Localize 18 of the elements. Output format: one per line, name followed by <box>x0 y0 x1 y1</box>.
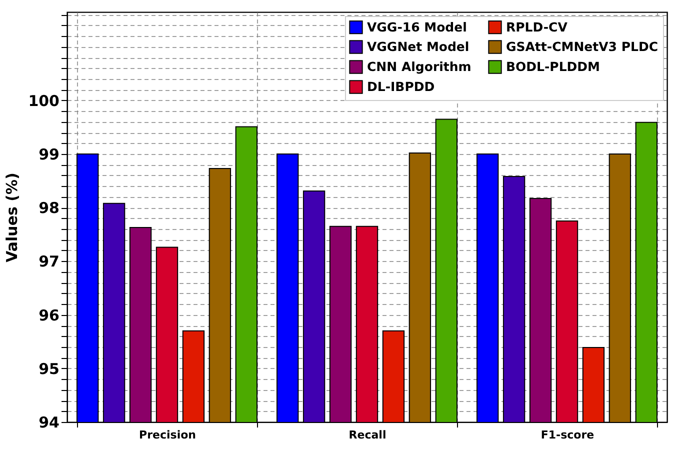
legend-label: VGG-16 Model <box>367 19 467 34</box>
legend-label: DL-IBPDD <box>367 79 435 94</box>
legend-label: RPLD-CV <box>506 19 568 34</box>
x-tick-label: Precision <box>139 428 196 442</box>
legend-label: BODL-PLDDM <box>506 59 600 74</box>
x-tick-label: Recall <box>348 428 386 442</box>
y-tick-label: 99 <box>38 146 60 164</box>
x-tick-label: F1-score <box>540 428 594 442</box>
y-tick-label: 94 <box>38 414 60 432</box>
y-tick-label: 97 <box>38 252 60 271</box>
y-axis-title: Values (%) <box>3 172 22 262</box>
legend-label: VGGNet Model <box>367 39 470 54</box>
legend-label: CNN Algorithm <box>367 59 472 74</box>
y-tick-label: 96 <box>38 306 60 324</box>
y-tick-label: 95 <box>38 360 60 378</box>
y-tick-label: 98 <box>38 199 60 218</box>
legend-label: GSAtt-CMNetV3 PLDC <box>506 39 658 54</box>
y-tick-label: 100 <box>28 92 60 110</box>
